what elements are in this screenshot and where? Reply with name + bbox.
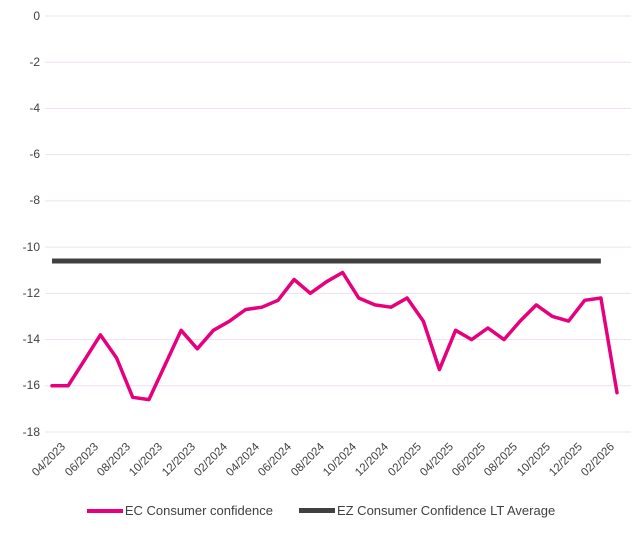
y-tick-label: -16 bbox=[22, 378, 40, 393]
y-tick-label: -14 bbox=[22, 332, 40, 347]
ez-average-swatch-icon bbox=[298, 508, 335, 513]
y-tick-label: -6 bbox=[29, 147, 40, 162]
y-tick-label: -18 bbox=[22, 424, 40, 439]
y-tick-label: 0 bbox=[33, 8, 40, 23]
y-tick-label: -2 bbox=[29, 54, 40, 69]
legend-label-ec: EC Consumer confidence bbox=[124, 503, 273, 518]
y-tick-label: -8 bbox=[29, 193, 40, 208]
y-tick-label: -10 bbox=[22, 239, 40, 254]
y-tick-label: -12 bbox=[22, 285, 40, 300]
ec-confidence-line bbox=[50, 270, 619, 402]
y-tick-label: -4 bbox=[29, 100, 40, 115]
legend: EC Consumer confidence EZ Consumer Confi… bbox=[0, 503, 642, 518]
legend-label-ez: EZ Consumer Confidence LT Average bbox=[336, 503, 556, 518]
legend-item-ez: EZ Consumer Confidence LT Average bbox=[298, 503, 556, 518]
legend-item-ec: EC Consumer confidence bbox=[86, 503, 273, 518]
ec-line-swatch-icon bbox=[86, 508, 123, 513]
